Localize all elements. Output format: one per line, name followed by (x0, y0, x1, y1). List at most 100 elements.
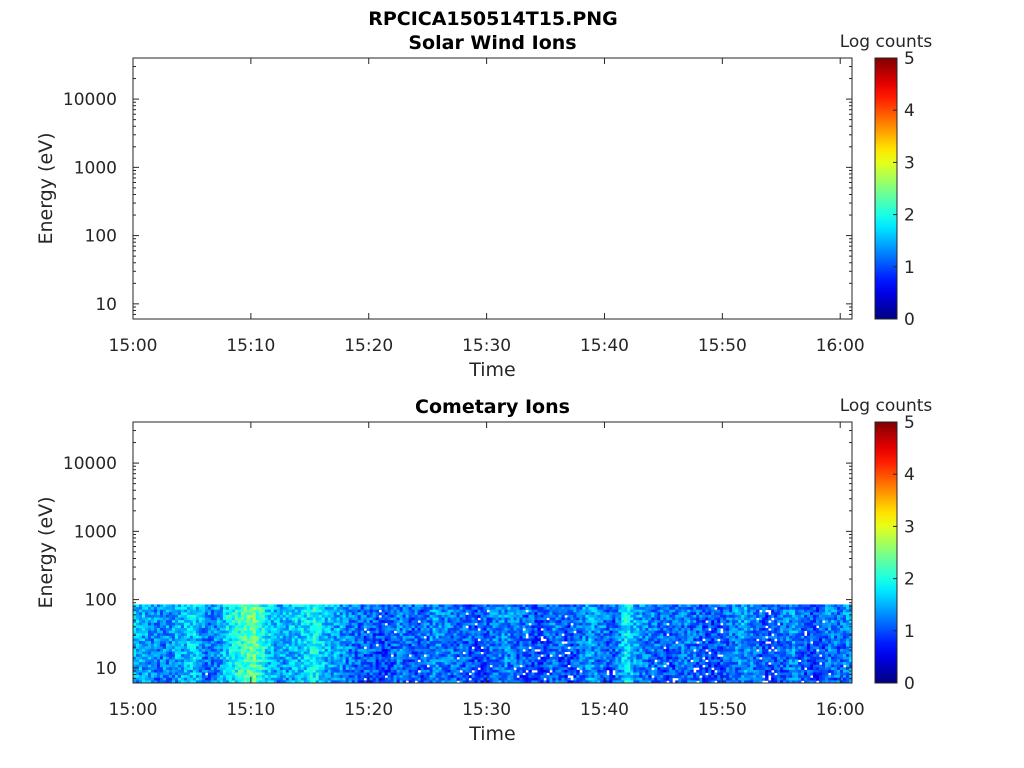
spectrogram-cell (627, 607, 631, 611)
spectrogram-cell (558, 677, 562, 681)
spectrogram-cell (198, 659, 203, 663)
spectrogram-cell (564, 648, 568, 652)
spectrogram-cell (324, 672, 329, 676)
spectrogram-cell (165, 630, 170, 634)
spectrogram-cell (243, 654, 248, 658)
spectrogram-cell (300, 669, 305, 673)
spectrogram-cell (147, 604, 152, 608)
spectrogram-cell (621, 646, 625, 650)
spectrogram-cell (570, 672, 574, 676)
spectrogram-cell (528, 664, 532, 668)
spectrogram-cell (225, 648, 230, 652)
spectrogram-cell (552, 654, 556, 658)
spectrogram-cell (543, 614, 547, 618)
spectrogram-cell (453, 622, 457, 626)
spectrogram-cell (342, 638, 347, 642)
spectrogram-cell (399, 680, 404, 684)
spectrogram-cell (261, 612, 266, 616)
spectrogram-cell (276, 622, 281, 626)
spectrogram-cell (420, 607, 424, 611)
spectrogram-cell (450, 627, 454, 632)
spectrogram-cell (510, 638, 514, 642)
spectrogram-cell (600, 667, 604, 671)
spectrogram-cell (324, 664, 329, 668)
spectrogram-cell (594, 656, 598, 660)
spectrogram-cell (426, 656, 430, 660)
spectrogram-cell (342, 620, 347, 624)
spectrogram-cell (411, 638, 416, 642)
spectrogram-cell (136, 667, 140, 671)
spectrogram-cell (267, 614, 272, 618)
spectrogram-cell (336, 675, 341, 679)
spectrogram-cell (198, 622, 203, 626)
spectrogram-cell (306, 659, 311, 663)
spectrogram-cell (396, 662, 401, 666)
spectrogram-cell (159, 638, 164, 642)
spectrogram-cell (276, 672, 281, 676)
spectrogram-cell (546, 635, 550, 639)
spectrogram-cell (618, 633, 622, 637)
spectrogram-cell (432, 643, 436, 647)
spectrogram-cell (372, 654, 377, 658)
spectrogram-cell (582, 635, 586, 639)
spectrogram-cell (369, 630, 374, 634)
spectrogram-cell (366, 675, 371, 679)
spectrogram-cell (195, 672, 200, 676)
spectrogram-cell (237, 654, 242, 658)
spectrogram-cell (279, 675, 284, 679)
spectrogram-cell (276, 659, 281, 663)
spectrogram-cell (258, 633, 263, 637)
spectrogram-cell (468, 659, 472, 663)
spectrogram-cell (522, 662, 526, 666)
spectrogram-cell (378, 638, 383, 642)
spectrogram-cell (408, 643, 413, 647)
spectrogram-cell (405, 625, 410, 629)
spectrogram-cell (399, 654, 404, 658)
spectrogram-cell (378, 654, 383, 658)
spectrogram-cell (192, 656, 197, 660)
spectrogram-cell (342, 667, 347, 671)
spectrogram-cell (462, 659, 466, 663)
spectrogram-cell (600, 680, 604, 684)
spectrogram-cell (273, 669, 278, 673)
spectrogram-cell (321, 609, 326, 613)
spectrogram-cell (420, 654, 424, 658)
spectrogram-cell (162, 633, 167, 637)
spectrogram-cell (174, 607, 179, 611)
spectrogram-cell (306, 662, 311, 666)
spectrogram-cell (136, 677, 140, 681)
spectrogram-cell (477, 633, 481, 637)
spectrogram-cell (600, 614, 604, 618)
spectrogram-cell (561, 651, 565, 655)
spectrogram-cell (576, 607, 580, 611)
spectrogram-cell (267, 646, 272, 650)
spectrogram-cell (504, 627, 508, 632)
spectrogram-cell (534, 643, 538, 647)
spectrogram-cell (507, 627, 511, 632)
spectrogram-cell (237, 669, 242, 673)
spectrogram-cell (474, 641, 478, 645)
spectrogram-cell (213, 643, 218, 647)
spectrogram-cell (435, 675, 439, 679)
spectrogram-cell (441, 654, 445, 658)
spectrogram-cell (264, 669, 269, 673)
spectrogram-cell (321, 630, 326, 634)
spectrogram-cell (156, 617, 161, 621)
spectrogram-cell (279, 656, 284, 660)
spectrogram-cell (453, 620, 457, 624)
spectrogram-cell (540, 643, 544, 647)
spectrogram-cell (174, 633, 179, 637)
spectrogram-cell (315, 622, 320, 626)
spectrogram-cell (603, 667, 607, 671)
spectrogram-cell (564, 607, 568, 611)
spectrogram-cell (222, 643, 227, 647)
spectrogram-cell (414, 612, 419, 616)
spectrogram-cell (162, 643, 167, 647)
spectrogram-cell (465, 635, 469, 639)
spectrogram-cell (300, 643, 305, 647)
spectrogram-cell (570, 662, 574, 666)
spectrogram-cell (282, 669, 287, 673)
spectrogram-cell (561, 669, 565, 673)
spectrogram-cell (606, 627, 610, 632)
spectrogram-cell (231, 609, 236, 613)
